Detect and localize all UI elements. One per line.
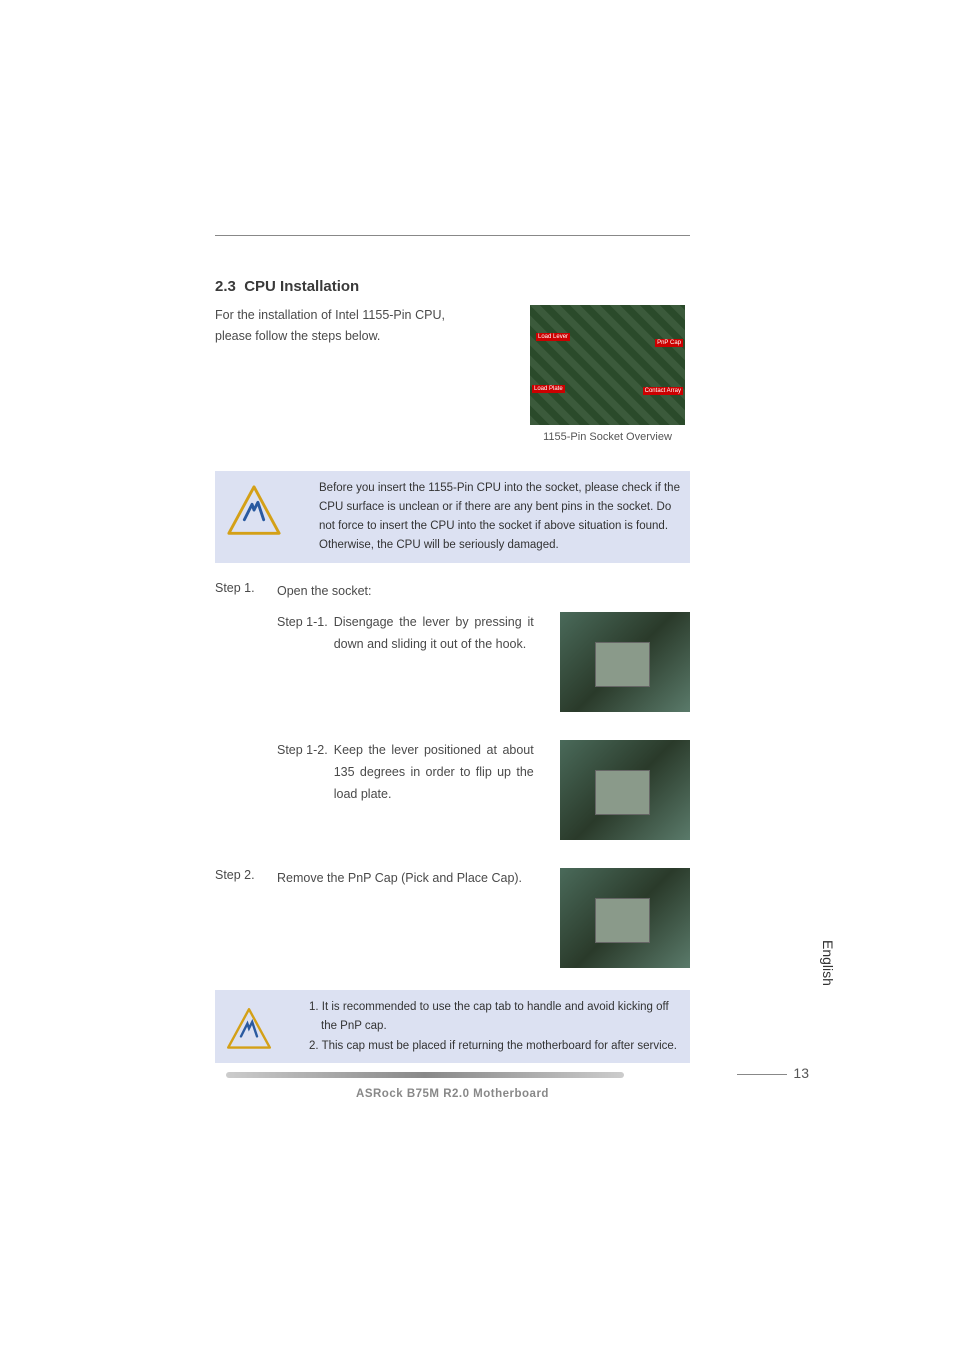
step-1-row: Step 1. Open the socket: [215,581,690,602]
step-2-image [560,868,690,968]
step-1-1-pad [215,612,277,656]
step-1-1-image [560,612,690,712]
warning-text: Before you insert the 1155-Pin CPU into … [319,479,680,555]
intro-text: For the installation of Intel 1155-Pin C… [215,305,445,443]
tip-icon [225,1006,273,1054]
step-1-2-pad [215,740,277,806]
step-1-2-row: Step 1-2. Keep the lever positioned at a… [215,740,550,806]
language-tab: English [820,940,836,986]
section-title: 2.3 CPU Installation [215,278,690,295]
step-2-text: Remove the PnP Cap (Pick and Place Cap). [277,868,522,889]
warning-icon [225,483,283,541]
page-number: 13 [737,1065,809,1081]
step-1-1-col: Step 1-1. Disengage the lever by pressin… [215,612,550,712]
step-2-label: Step 2. [215,868,277,889]
overview-caption: 1155-Pin Socket Overview [543,431,672,443]
overview-label-bl: Load Plate [532,385,565,393]
overview-block: Load Lever PnP Cap Load Plate Contact Ar… [530,305,685,443]
step-1-1-block: Step 1-1. Disengage the lever by pressin… [215,612,690,712]
socket-overview-image: Load Lever PnP Cap Load Plate Contact Ar… [530,305,685,425]
header-rule [215,235,690,236]
step-1-2-image [560,740,690,840]
overview-label-br: Contact Array [643,387,683,395]
step-1-1-text: Disengage the lever by pressing it down … [334,612,534,656]
section-heading: CPU Installation [244,278,359,295]
page-content: 2.3 CPU Installation For the installatio… [215,235,690,1063]
step-1-label: Step 1. [215,581,277,595]
overview-label-tr: PnP Cap [655,339,683,347]
step-1-text: Open the socket: [277,581,372,602]
step-1-1-row: Step 1-1. Disengage the lever by pressin… [215,612,550,656]
step-2-block: Step 2. Remove the PnP Cap (Pick and Pla… [215,868,690,968]
intro-row: For the installation of Intel 1155-Pin C… [215,305,690,443]
overview-label-tl: Load Lever [536,333,570,341]
step-1-2-block: Step 1-2. Keep the lever positioned at a… [215,740,690,840]
tip-item-1: 1. It is recommended to use the cap tab … [309,998,680,1035]
step-1-2-label: Step 1-2. [277,740,328,806]
step-1-2-col: Step 1-2. Keep the lever positioned at a… [215,740,550,840]
step-1-1-label: Step 1-1. [277,612,328,656]
section-number: 2.3 [215,278,236,295]
tip-item-2: 2. This cap must be placed if returning … [309,1037,680,1055]
tip-box: 1. It is recommended to use the cap tab … [215,990,690,1063]
step-2-text-row: Step 2. Remove the PnP Cap (Pick and Pla… [215,868,550,889]
footer-product: ASRock B75M R2.0 Motherboard [215,1088,690,1100]
footer-rule [226,1072,624,1078]
tip-text: 1. It is recommended to use the cap tab … [309,998,680,1055]
step-1-2-text: Keep the lever positioned at about 135 d… [334,740,534,806]
warning-box: Before you insert the 1155-Pin CPU into … [215,471,690,563]
